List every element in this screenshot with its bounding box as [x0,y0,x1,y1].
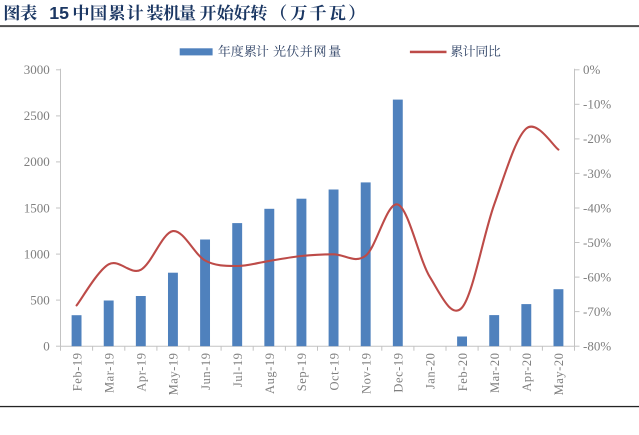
svg-text:May-19: May-19 [167,353,181,396]
svg-text:Aug-19: Aug-19 [263,353,277,395]
svg-text:Oct-19: Oct-19 [327,353,341,391]
svg-text:-60%: -60% [583,269,611,284]
svg-text:2000: 2000 [24,154,50,169]
svg-text:-70%: -70% [583,304,611,319]
svg-text:Dec-19: Dec-19 [392,353,406,393]
svg-text:May-20: May-20 [552,353,566,396]
svg-text:-10%: -10% [583,97,611,112]
svg-text:-50%: -50% [583,235,611,250]
svg-text:Jul-19: Jul-19 [231,353,245,388]
svg-text:Jan-20: Jan-20 [424,353,438,390]
svg-text:3000: 3000 [24,62,50,77]
svg-text:-30%: -30% [583,166,611,181]
svg-text:Sep-19: Sep-19 [295,353,309,392]
svg-text:Mar-20: Mar-20 [488,353,502,394]
svg-text:-40%: -40% [583,200,611,215]
svg-text:2500: 2500 [24,108,50,123]
svg-text:Jun-19: Jun-19 [199,353,213,390]
svg-text:0: 0 [43,339,50,354]
svg-text:-20%: -20% [583,131,611,146]
svg-text:Feb-20: Feb-20 [456,353,470,392]
svg-text:15: 15 [49,3,69,23]
svg-text:500: 500 [30,292,50,307]
svg-text:1500: 1500 [24,200,50,215]
svg-text:Nov-19: Nov-19 [360,353,374,395]
svg-text:Apr-20: Apr-20 [520,353,534,392]
svg-text:-80%: -80% [583,339,611,354]
svg-text:1000: 1000 [24,246,50,261]
svg-text:0%: 0% [583,62,601,77]
svg-text:Apr-19: Apr-19 [135,353,149,392]
svg-text:Mar-19: Mar-19 [103,353,117,394]
svg-text:Feb-19: Feb-19 [70,353,84,392]
